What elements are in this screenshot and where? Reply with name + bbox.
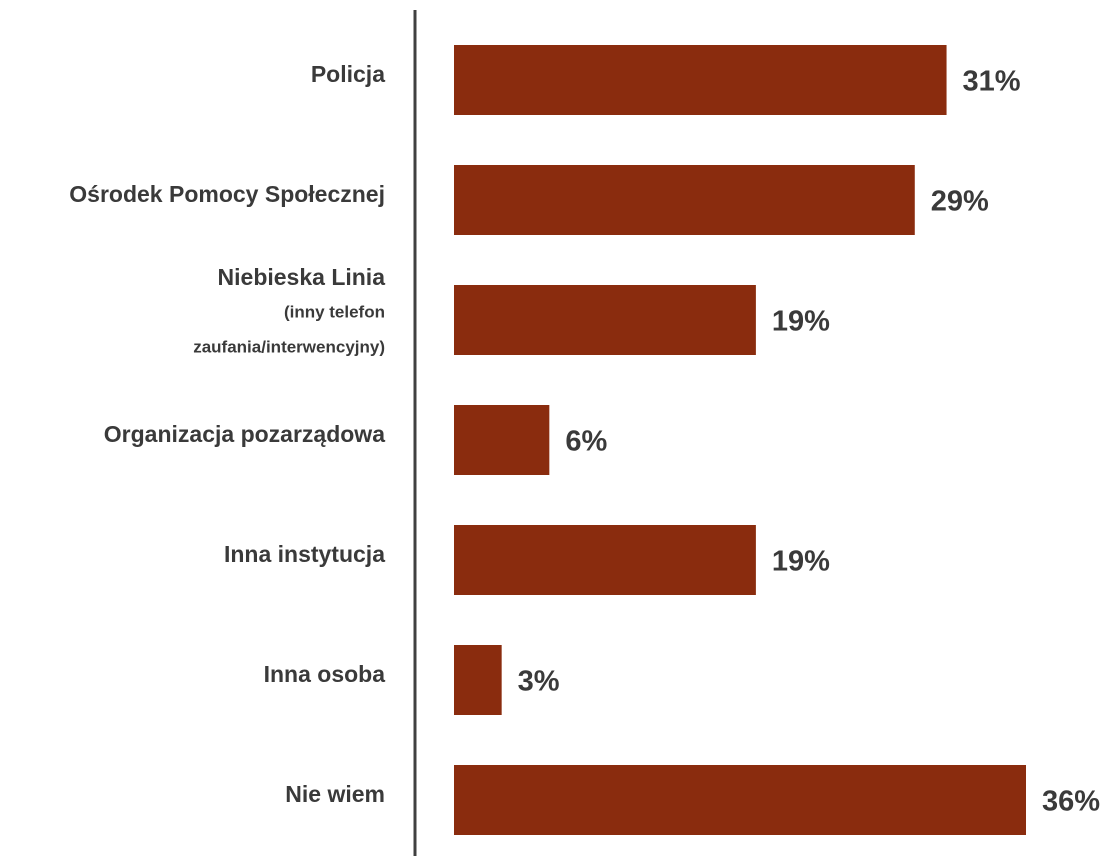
bar — [454, 45, 947, 115]
y-tick-label: Nie wiem — [285, 781, 385, 807]
value-label: 29% — [931, 186, 989, 218]
value-label: 31% — [963, 66, 1021, 98]
bar — [454, 525, 756, 595]
value-label: 6% — [565, 426, 607, 458]
y-tick-label: Organizacja pozarządowa — [104, 421, 385, 447]
y-tick-label: (inny telefon — [284, 302, 385, 321]
bar — [454, 765, 1026, 835]
bar — [454, 165, 915, 235]
value-label: 36% — [1042, 786, 1100, 818]
y-tick-label: Inna instytucja — [224, 541, 385, 567]
y-tick-label: Inna osoba — [264, 661, 386, 687]
bar — [454, 285, 756, 355]
bar — [454, 645, 502, 715]
y-tick-label: Niebieska Linia — [218, 264, 386, 290]
value-label: 3% — [518, 666, 560, 698]
y-tick-label: Ośrodek Pomocy Społecznej — [69, 181, 385, 207]
y-tick-label: Policja — [311, 61, 385, 87]
bar — [454, 405, 550, 475]
y-tick-label: zaufania/interwencyjny) — [193, 337, 385, 356]
value-label: 19% — [772, 546, 830, 578]
value-label: 19% — [772, 306, 830, 338]
